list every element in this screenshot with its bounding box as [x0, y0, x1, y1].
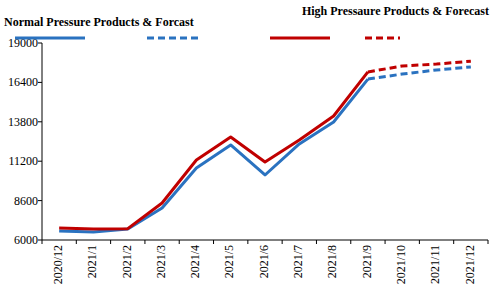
legend-swatch	[15, 37, 85, 40]
x-tick-label: 2021/5	[222, 245, 236, 278]
y-tick	[38, 82, 42, 83]
x-tick-label: 2021/1	[85, 245, 99, 278]
x-tick	[42, 240, 43, 244]
series-line	[59, 79, 368, 232]
x-tick-label: 2021/10	[394, 245, 408, 284]
x-tick	[419, 240, 420, 244]
x-tick	[247, 240, 248, 244]
x-tick	[76, 240, 77, 244]
x-tick-label: 2021/6	[257, 245, 271, 278]
y-tick	[38, 161, 42, 162]
x-tick	[488, 240, 489, 244]
x-tick-label: 2021/4	[188, 245, 202, 278]
y-tick-label: 16400	[8, 75, 38, 89]
x-tick-label: 2021/3	[154, 245, 168, 278]
y-tick-label: 6000	[14, 233, 38, 247]
y-axis	[42, 43, 43, 240]
legend-swatch	[365, 37, 400, 40]
y-tick	[38, 121, 42, 122]
legend-label: High Pressaure Products & Forecast	[302, 4, 489, 18]
legend-label: Normal Pressure Products & Forcast	[4, 15, 194, 29]
x-tick	[282, 240, 283, 244]
legend-swatch	[147, 37, 200, 40]
x-tick-label: 2021/12	[463, 245, 477, 284]
x-axis	[42, 240, 488, 241]
x-tick-label: 2021/7	[291, 245, 305, 278]
x-tick	[110, 240, 111, 244]
legend-swatch	[270, 37, 330, 40]
x-tick	[350, 240, 351, 244]
x-tick	[385, 240, 386, 244]
y-tick-label: 11200	[8, 154, 38, 168]
chart: 60008600112001380016400190002020/122021/…	[0, 0, 493, 303]
y-tick	[38, 43, 42, 44]
x-tick-label: 2020/12	[51, 245, 65, 284]
y-tick-label: 8600	[14, 194, 38, 208]
x-tick	[179, 240, 180, 244]
series-line	[368, 61, 471, 72]
x-tick-label: 2021/9	[360, 245, 374, 278]
x-tick	[144, 240, 145, 244]
y-tick-label: 13800	[8, 115, 38, 129]
x-tick	[213, 240, 214, 244]
x-tick-label: 2021/11	[428, 245, 442, 284]
x-tick	[453, 240, 454, 244]
y-tick	[38, 200, 42, 201]
y-tick	[38, 240, 42, 241]
series-line	[59, 72, 368, 229]
x-tick	[316, 240, 317, 244]
x-tick-label: 2021/8	[325, 245, 339, 278]
plot-area	[59, 61, 471, 232]
x-tick-label: 2021/2	[120, 245, 134, 278]
